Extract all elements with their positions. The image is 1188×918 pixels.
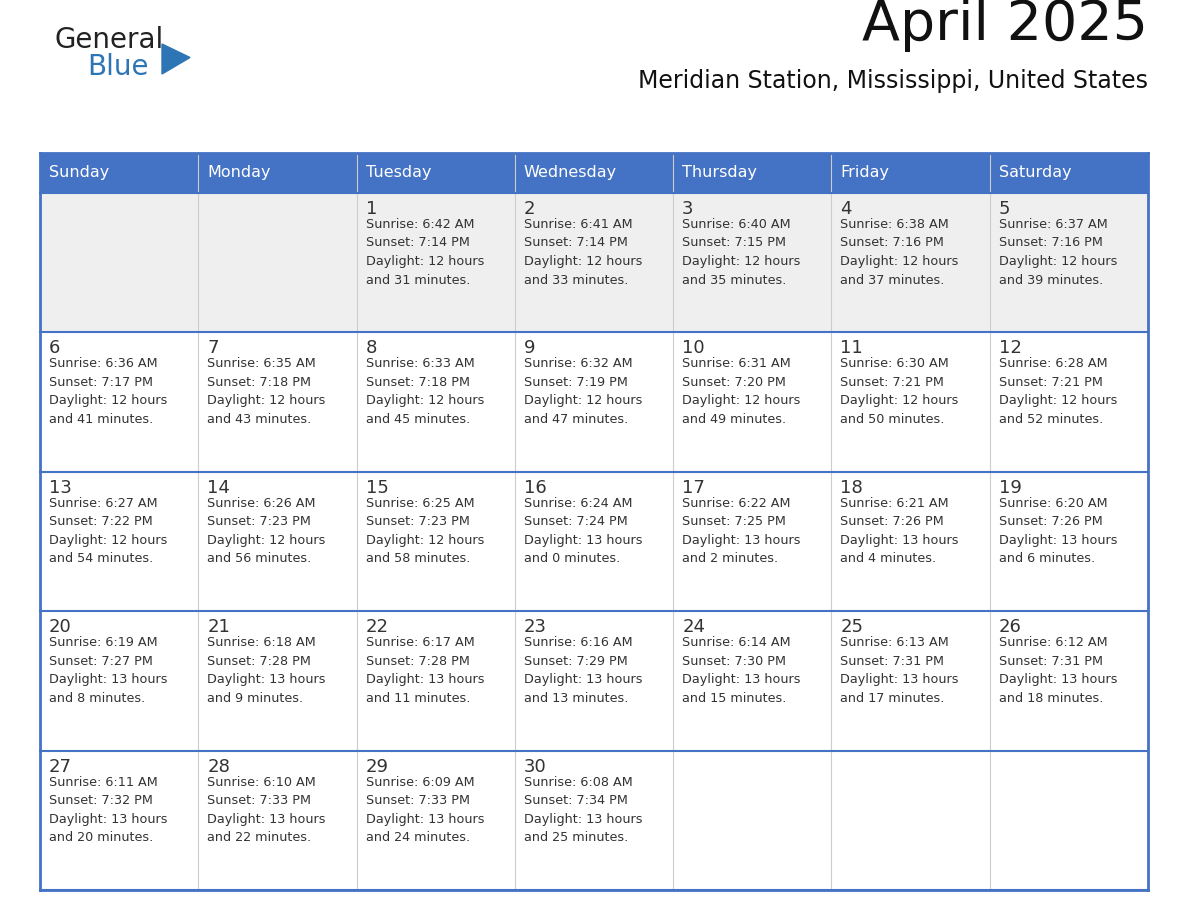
Text: 3: 3 (682, 200, 694, 218)
Text: Sunrise: 6:42 AM
Sunset: 7:14 PM
Daylight: 12 hours
and 31 minutes.: Sunrise: 6:42 AM Sunset: 7:14 PM Dayligh… (366, 218, 484, 286)
Text: Sunrise: 6:36 AM
Sunset: 7:17 PM
Daylight: 12 hours
and 41 minutes.: Sunrise: 6:36 AM Sunset: 7:17 PM Dayligh… (49, 357, 168, 426)
Text: Sunrise: 6:37 AM
Sunset: 7:16 PM
Daylight: 12 hours
and 39 minutes.: Sunrise: 6:37 AM Sunset: 7:16 PM Dayligh… (999, 218, 1117, 286)
Text: 24: 24 (682, 618, 706, 636)
Bar (40, 751, 1148, 890)
Text: 19: 19 (999, 479, 1022, 497)
Text: 18: 18 (840, 479, 864, 497)
Text: 23: 23 (524, 618, 546, 636)
Text: Sunrise: 6:11 AM
Sunset: 7:32 PM
Daylight: 13 hours
and 20 minutes.: Sunrise: 6:11 AM Sunset: 7:32 PM Dayligh… (49, 776, 168, 844)
Text: Sunrise: 6:13 AM
Sunset: 7:31 PM
Daylight: 13 hours
and 17 minutes.: Sunrise: 6:13 AM Sunset: 7:31 PM Dayligh… (840, 636, 959, 705)
Text: Sunrise: 6:20 AM
Sunset: 7:26 PM
Daylight: 13 hours
and 6 minutes.: Sunrise: 6:20 AM Sunset: 7:26 PM Dayligh… (999, 497, 1117, 565)
Text: Sunrise: 6:19 AM
Sunset: 7:27 PM
Daylight: 13 hours
and 8 minutes.: Sunrise: 6:19 AM Sunset: 7:27 PM Dayligh… (49, 636, 168, 705)
Text: 22: 22 (366, 618, 388, 636)
Text: Tuesday: Tuesday (366, 165, 431, 181)
Text: Meridian Station, Mississippi, United States: Meridian Station, Mississippi, United St… (638, 69, 1148, 93)
Bar (40, 332, 1148, 472)
Text: Sunrise: 6:27 AM
Sunset: 7:22 PM
Daylight: 12 hours
and 54 minutes.: Sunrise: 6:27 AM Sunset: 7:22 PM Dayligh… (49, 497, 168, 565)
Text: 20: 20 (49, 618, 71, 636)
Text: Sunrise: 6:41 AM
Sunset: 7:14 PM
Daylight: 12 hours
and 33 minutes.: Sunrise: 6:41 AM Sunset: 7:14 PM Dayligh… (524, 218, 643, 286)
Polygon shape (162, 44, 190, 74)
Text: Sunrise: 6:24 AM
Sunset: 7:24 PM
Daylight: 13 hours
and 0 minutes.: Sunrise: 6:24 AM Sunset: 7:24 PM Dayligh… (524, 497, 643, 565)
Text: 6: 6 (49, 340, 61, 357)
Text: Friday: Friday (840, 165, 890, 181)
Text: 4: 4 (840, 200, 852, 218)
Text: 10: 10 (682, 340, 704, 357)
Text: 21: 21 (207, 618, 230, 636)
Text: 26: 26 (999, 618, 1022, 636)
Text: 1: 1 (366, 200, 377, 218)
Text: 29: 29 (366, 757, 388, 776)
Text: Sunrise: 6:30 AM
Sunset: 7:21 PM
Daylight: 12 hours
and 50 minutes.: Sunrise: 6:30 AM Sunset: 7:21 PM Dayligh… (840, 357, 959, 426)
Bar (40, 153, 198, 193)
Text: 5: 5 (999, 200, 1010, 218)
Bar (40, 193, 1148, 332)
Text: Sunrise: 6:17 AM
Sunset: 7:28 PM
Daylight: 13 hours
and 11 minutes.: Sunrise: 6:17 AM Sunset: 7:28 PM Dayligh… (366, 636, 484, 705)
Text: General: General (55, 26, 164, 54)
Text: April 2025: April 2025 (862, 0, 1148, 52)
Text: 15: 15 (366, 479, 388, 497)
Text: Sunrise: 6:16 AM
Sunset: 7:29 PM
Daylight: 13 hours
and 13 minutes.: Sunrise: 6:16 AM Sunset: 7:29 PM Dayligh… (524, 636, 643, 705)
Text: Sunrise: 6:31 AM
Sunset: 7:20 PM
Daylight: 12 hours
and 49 minutes.: Sunrise: 6:31 AM Sunset: 7:20 PM Dayligh… (682, 357, 801, 426)
Text: Sunrise: 6:08 AM
Sunset: 7:34 PM
Daylight: 13 hours
and 25 minutes.: Sunrise: 6:08 AM Sunset: 7:34 PM Dayligh… (524, 776, 643, 844)
Text: Sunrise: 6:35 AM
Sunset: 7:18 PM
Daylight: 12 hours
and 43 minutes.: Sunrise: 6:35 AM Sunset: 7:18 PM Dayligh… (207, 357, 326, 426)
Text: 2: 2 (524, 200, 536, 218)
Text: Saturday: Saturday (999, 165, 1072, 181)
Text: 11: 11 (840, 340, 864, 357)
Text: 17: 17 (682, 479, 704, 497)
Text: 7: 7 (207, 340, 219, 357)
Text: 13: 13 (49, 479, 72, 497)
Bar (990, 153, 1148, 193)
Text: 9: 9 (524, 340, 536, 357)
Text: Sunrise: 6:25 AM
Sunset: 7:23 PM
Daylight: 12 hours
and 58 minutes.: Sunrise: 6:25 AM Sunset: 7:23 PM Dayligh… (366, 497, 484, 565)
Text: Sunrise: 6:21 AM
Sunset: 7:26 PM
Daylight: 13 hours
and 4 minutes.: Sunrise: 6:21 AM Sunset: 7:26 PM Dayligh… (840, 497, 959, 565)
Bar (198, 153, 356, 193)
Text: 8: 8 (366, 340, 377, 357)
Bar (514, 153, 674, 193)
Text: Sunrise: 6:32 AM
Sunset: 7:19 PM
Daylight: 12 hours
and 47 minutes.: Sunrise: 6:32 AM Sunset: 7:19 PM Dayligh… (524, 357, 643, 426)
Text: Sunrise: 6:14 AM
Sunset: 7:30 PM
Daylight: 13 hours
and 15 minutes.: Sunrise: 6:14 AM Sunset: 7:30 PM Dayligh… (682, 636, 801, 705)
Text: Sunrise: 6:28 AM
Sunset: 7:21 PM
Daylight: 12 hours
and 52 minutes.: Sunrise: 6:28 AM Sunset: 7:21 PM Dayligh… (999, 357, 1117, 426)
Text: Sunrise: 6:12 AM
Sunset: 7:31 PM
Daylight: 13 hours
and 18 minutes.: Sunrise: 6:12 AM Sunset: 7:31 PM Dayligh… (999, 636, 1117, 705)
Text: 28: 28 (207, 757, 230, 776)
Text: Blue: Blue (87, 53, 148, 81)
Bar (674, 153, 832, 193)
Text: Sunrise: 6:22 AM
Sunset: 7:25 PM
Daylight: 13 hours
and 2 minutes.: Sunrise: 6:22 AM Sunset: 7:25 PM Dayligh… (682, 497, 801, 565)
Text: Monday: Monday (207, 165, 271, 181)
Text: Wednesday: Wednesday (524, 165, 617, 181)
Text: Sunrise: 6:10 AM
Sunset: 7:33 PM
Daylight: 13 hours
and 22 minutes.: Sunrise: 6:10 AM Sunset: 7:33 PM Dayligh… (207, 776, 326, 844)
Text: 27: 27 (49, 757, 72, 776)
Bar (40, 472, 1148, 611)
Bar (832, 153, 990, 193)
Text: 12: 12 (999, 340, 1022, 357)
Text: Sunrise: 6:09 AM
Sunset: 7:33 PM
Daylight: 13 hours
and 24 minutes.: Sunrise: 6:09 AM Sunset: 7:33 PM Dayligh… (366, 776, 484, 844)
Text: Sunday: Sunday (49, 165, 109, 181)
Text: 25: 25 (840, 618, 864, 636)
Text: Sunrise: 6:38 AM
Sunset: 7:16 PM
Daylight: 12 hours
and 37 minutes.: Sunrise: 6:38 AM Sunset: 7:16 PM Dayligh… (840, 218, 959, 286)
Text: Thursday: Thursday (682, 165, 757, 181)
Bar (356, 153, 514, 193)
Text: 14: 14 (207, 479, 230, 497)
Text: Sunrise: 6:40 AM
Sunset: 7:15 PM
Daylight: 12 hours
and 35 minutes.: Sunrise: 6:40 AM Sunset: 7:15 PM Dayligh… (682, 218, 801, 286)
Text: Sunrise: 6:26 AM
Sunset: 7:23 PM
Daylight: 12 hours
and 56 minutes.: Sunrise: 6:26 AM Sunset: 7:23 PM Dayligh… (207, 497, 326, 565)
Text: 30: 30 (524, 757, 546, 776)
Text: Sunrise: 6:33 AM
Sunset: 7:18 PM
Daylight: 12 hours
and 45 minutes.: Sunrise: 6:33 AM Sunset: 7:18 PM Dayligh… (366, 357, 484, 426)
Text: Sunrise: 6:18 AM
Sunset: 7:28 PM
Daylight: 13 hours
and 9 minutes.: Sunrise: 6:18 AM Sunset: 7:28 PM Dayligh… (207, 636, 326, 705)
Text: 16: 16 (524, 479, 546, 497)
Bar (40, 611, 1148, 751)
